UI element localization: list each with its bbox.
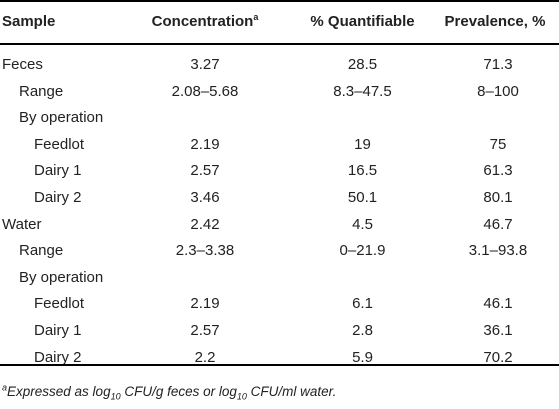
cell-concentration: 2.57 <box>190 162 220 180</box>
table-row: Dairy 1 2.57 2.8 36.1 <box>0 316 559 345</box>
table-row: Water 2.42 4.5 46.7 <box>0 210 559 239</box>
row-label: Dairy 2 <box>34 189 82 206</box>
row-label: Range <box>19 242 64 260</box>
cell-quantifiable: 4.5 <box>352 215 373 233</box>
cell-prevalence: 71.3 <box>483 56 513 73</box>
table-row: Dairy 2 3.46 50.1 80.1 <box>0 183 559 212</box>
header-quantifiable: % Quantifiable <box>310 13 415 30</box>
row-label: Feedlot <box>34 295 85 313</box>
table-row: Feces 3.27 28.5 71.3 <box>0 50 559 79</box>
row-label: Dairy 2 <box>34 348 82 366</box>
footnote-text-2: CFU/g feces or log <box>120 384 237 399</box>
cell-concentration: 2.2 <box>194 348 216 366</box>
table-footnote: aExpressed as log10 CFU/g feces or log10… <box>2 382 337 402</box>
table-header-rule <box>0 43 559 45</box>
cell-prevalence: 36.1 <box>483 322 513 339</box>
cell-concentration: 2.19 <box>190 135 220 153</box>
cell-concentration: 3.46 <box>190 189 220 206</box>
footnote-text-1: Expressed as log <box>7 384 111 399</box>
row-label: Dairy 1 <box>34 322 82 339</box>
header-concentration: Concentrationa <box>145 7 265 36</box>
cell-prevalence: 70.2 <box>483 348 513 366</box>
cell-concentration: 2.3–3.38 <box>175 242 235 260</box>
cell-concentration: 3.27 <box>190 56 220 73</box>
cell-concentration: 2.08–5.68 <box>171 82 239 100</box>
row-label: Dairy 1 <box>34 162 82 180</box>
cell-concentration: 2.42 <box>190 215 220 233</box>
row-label: By operation <box>19 109 104 127</box>
header-prevalence: Prevalence, % <box>444 13 546 30</box>
table-bottom-rule <box>0 364 559 366</box>
table-row: By operation <box>0 263 559 292</box>
row-label: Range <box>19 82 64 100</box>
cell-concentration: 2.19 <box>190 295 220 313</box>
table-row: Range 2.08–5.68 8.3–47.5 8–100 <box>0 77 559 106</box>
cell-prevalence: 46.7 <box>483 215 513 233</box>
cell-prevalence: 61.3 <box>483 162 513 180</box>
header-sample: Sample <box>2 13 56 30</box>
cell-quantifiable: 16.5 <box>347 162 378 180</box>
header-concentration-label: Concentration <box>151 13 254 30</box>
cell-quantifiable: 8.3–47.5 <box>333 82 392 100</box>
footnote-marker: a <box>2 382 8 393</box>
cell-quantifiable: 28.5 <box>347 56 378 73</box>
table-row: Feedlot 2.19 19 75 <box>0 130 559 159</box>
footnote-subscript-2: 10 <box>236 391 247 402</box>
cell-prevalence: 46.1 <box>483 295 513 313</box>
table-header-row: Sample Concentrationa % Quantifiable Pre… <box>0 7 559 36</box>
table-row: Range 2.3–3.38 0–21.9 3.1–93.8 <box>0 236 559 265</box>
row-label: Water <box>2 215 42 233</box>
cell-prevalence: 80.1 <box>483 189 513 206</box>
row-label: Feedlot <box>34 135 85 153</box>
cell-quantifiable: 0–21.9 <box>339 242 386 260</box>
cell-quantifiable: 6.1 <box>352 295 373 313</box>
cell-quantifiable: 50.1 <box>347 189 378 206</box>
table-row: Feedlot 2.19 6.1 46.1 <box>0 289 559 318</box>
cell-quantifiable: 2.8 <box>352 322 373 339</box>
table-top-rule <box>0 0 559 2</box>
table-row: Dairy 2 2.2 5.9 70.2 <box>0 343 559 372</box>
cell-quantifiable: 19 <box>354 135 371 153</box>
cell-prevalence: 3.1–93.8 <box>468 242 528 260</box>
cell-quantifiable: 5.9 <box>352 348 373 366</box>
header-concentration-footnote-marker: a <box>253 12 259 22</box>
row-label: By operation <box>19 268 104 286</box>
row-label: Feces <box>2 56 43 73</box>
cell-prevalence: 8–100 <box>477 82 519 100</box>
footnote-subscript-1: 10 <box>110 391 121 402</box>
table-row: By operation <box>0 103 559 132</box>
footnote-text-3: CFU/ml water. <box>246 384 337 399</box>
cell-concentration: 2.57 <box>190 322 220 339</box>
table-row: Dairy 1 2.57 16.5 61.3 <box>0 156 559 185</box>
cell-prevalence: 75 <box>489 135 507 153</box>
